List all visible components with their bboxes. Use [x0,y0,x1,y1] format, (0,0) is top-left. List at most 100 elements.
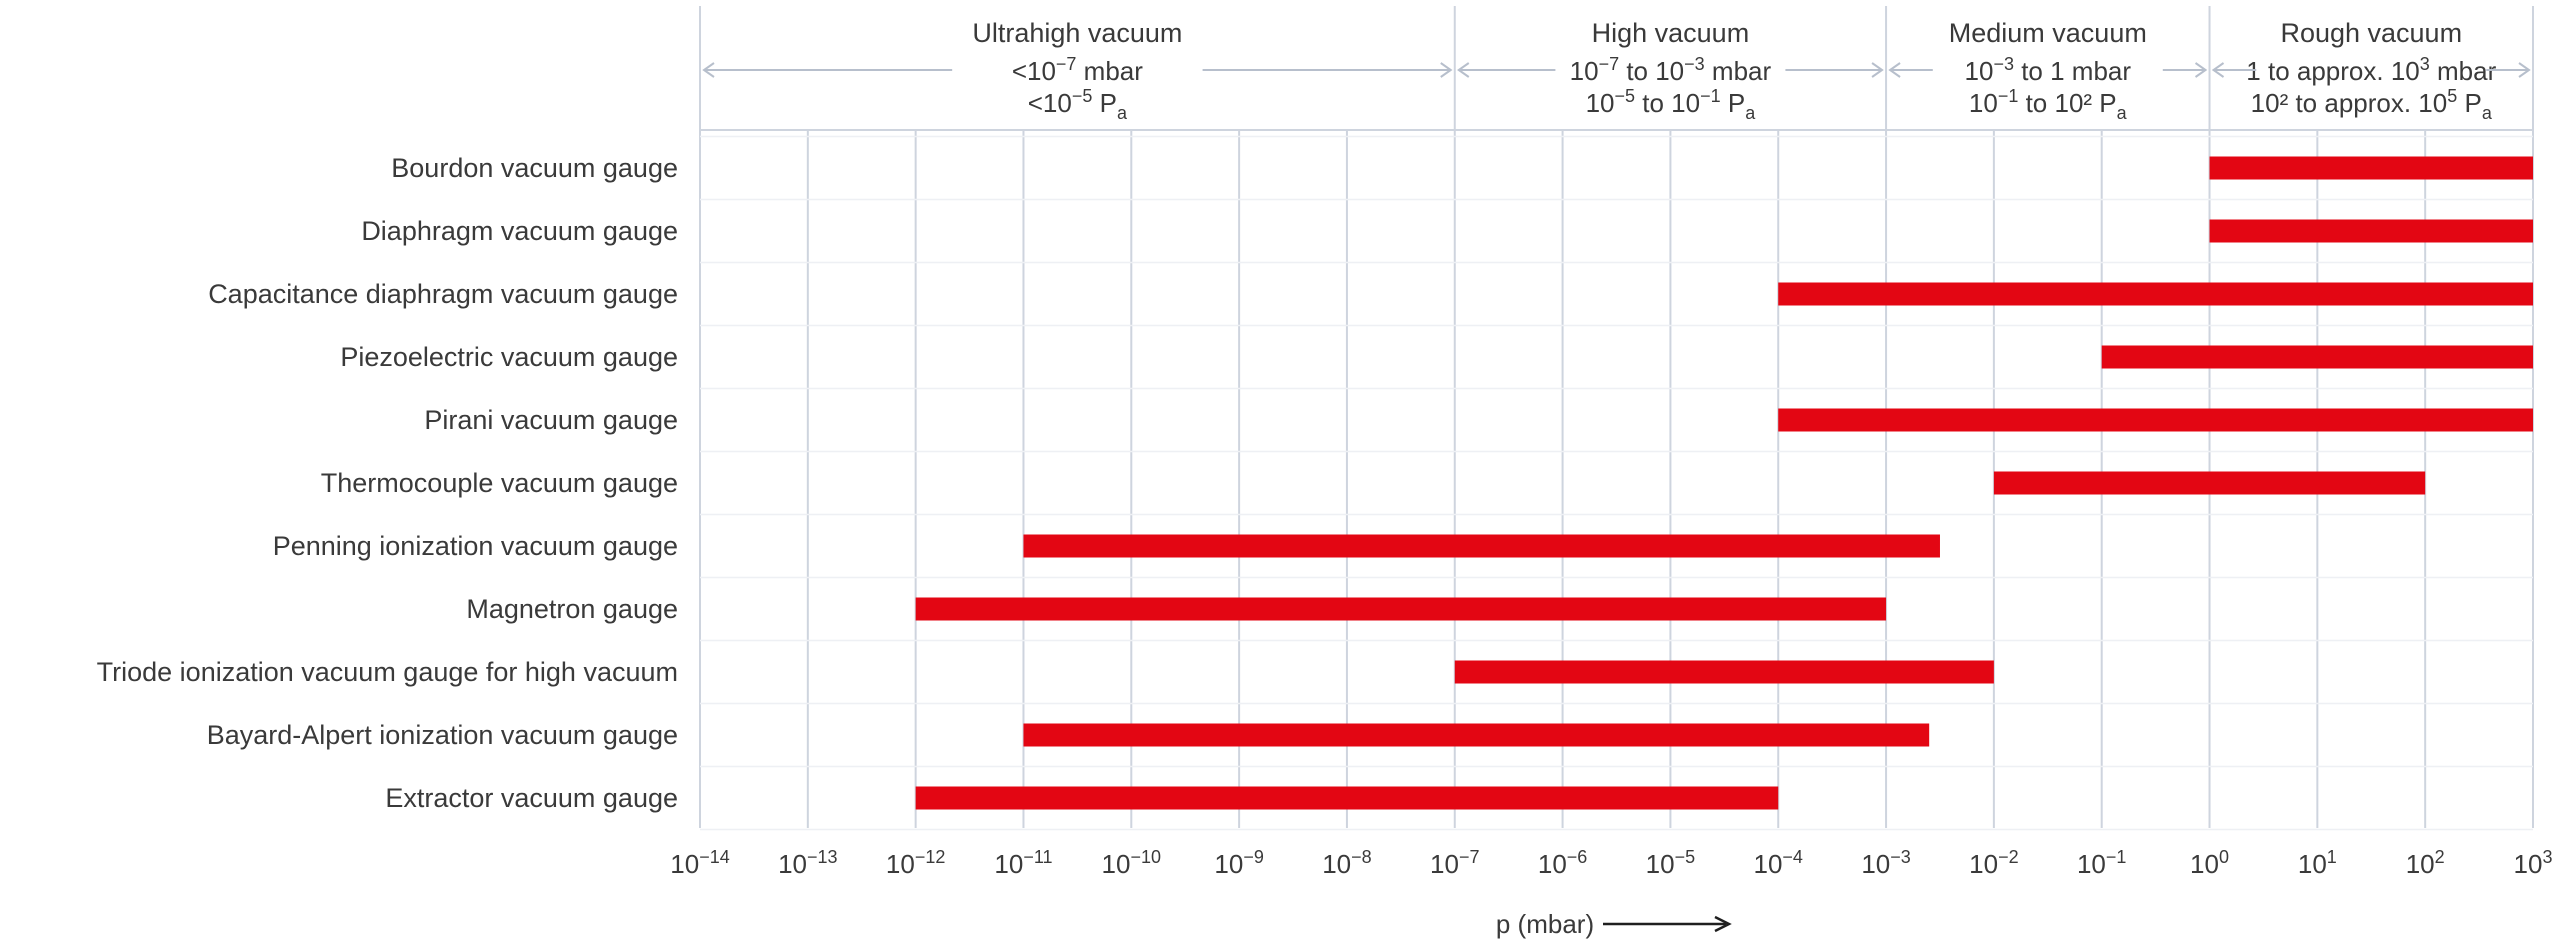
x-tick-base: 10 [2406,849,2435,879]
region-mbar-range-part: −3 [1993,54,2014,74]
category-label: Penning ionization vacuum gauge [273,531,678,561]
range-bar [915,597,1887,621]
region-arrow-head [1457,62,1470,78]
range-bar [1454,660,1994,684]
region-mbar-range-part: 3 [2420,54,2430,74]
x-tick-exponent: −4 [1782,847,1803,867]
range-bar [1778,282,2533,306]
x-tick-base: 10 [1322,849,1351,879]
region-pa-range-part: 5 [2447,86,2457,106]
x-tick-base: 10 [2077,849,2106,879]
x-tick-label: 100 [2190,847,2229,879]
x-tick-base: 10 [670,849,699,879]
region-pa-range-part: 10 [1969,88,1998,118]
category-labels: Bourdon vacuum gauge Diaphragm vacuum gau… [97,153,678,813]
category-label: Bayard-Alpert ionization vacuum gauge [207,720,678,750]
region-arrow-head [2194,62,2208,78]
range-bar [2209,219,2533,243]
region-pa-range: <10−5 Pa [1028,86,1128,123]
x-tick-base: 10 [2190,849,2219,879]
region-mbar-range-part: <10 [1012,56,1056,86]
category-label: Piezoelectric vacuum gauge [340,342,678,372]
region-mbar-range-part: to 10 [1619,56,1684,86]
x-tick-label: 10−5 [1646,847,1695,879]
x-tick-label: 103 [2514,847,2553,879]
x-tick-label: 10−7 [1430,847,1479,879]
region-pa-range: 10² to approx. 105 Pa [2251,86,2493,123]
x-tick-base: 10 [1646,849,1675,879]
x-tick-base: 10 [1538,849,1567,879]
x-tick-label: 102 [2406,847,2445,879]
x-tick-base: 10 [1214,849,1243,879]
region-pa-range-part: 10² to approx. 10 [2251,88,2448,118]
region-mbar-range: 1 to approx. 103 mbar [2246,54,2496,86]
region-pa-range-part: <10 [1028,88,1072,118]
region-arrow-head [702,62,715,78]
x-tick-exponent: −12 [915,847,946,867]
category-label: Diaphragm vacuum gauge [361,216,678,246]
region-pa-range-part: a [2482,103,2493,123]
x-tick-exponent: −9 [1243,847,1264,867]
x-tick-label: 10−14 [670,847,729,879]
x-tick-exponent: −3 [1890,847,1911,867]
x-tick-base: 10 [1969,849,1998,879]
x-tick-label: 10−11 [994,847,1052,879]
x-tick-exponent: 3 [2542,847,2552,867]
region-pa-range-part: P [1721,88,1746,118]
region-pa-range-part: to 10² P [2018,88,2116,118]
region-title: Rough vacuum [2280,18,2462,48]
region-mbar-range-part: 1 to approx. 10 [2246,56,2419,86]
range-bars [915,156,2533,810]
x-tick-exponent: 0 [2219,847,2229,867]
category-label: Extractor vacuum gauge [385,783,678,813]
x-tick-base: 10 [1754,849,1783,879]
x-tick-base: 10 [778,849,807,879]
region-title: Medium vacuum [1949,18,2147,48]
x-tick-base: 10 [1861,849,1890,879]
region-arrow-head [1440,62,1453,78]
region-pa-range-part: a [2117,103,2128,123]
region-pa-range-part: −1 [1700,86,1721,106]
x-tick-base: 10 [1430,849,1459,879]
region-pa-range-part: a [1745,103,1756,123]
category-label: Pirani vacuum gauge [424,405,678,435]
x-tick-exponent: 1 [2327,847,2337,867]
region-mbar-range-part: −7 [1056,54,1077,74]
x-tick-label: 10−10 [1102,847,1161,879]
x-tick-label: 101 [2298,847,2337,879]
region-mbar-range-part: mbar [1705,56,1772,86]
region-title: High vacuum [1592,18,1750,48]
x-tick-label: 10−8 [1322,847,1371,879]
region-mbar-range-part: 10 [1965,56,1994,86]
region-arrow-head [2518,62,2531,78]
region-pa-range-part: to 10 [1635,88,1700,118]
x-axis-title: p (mbar) [1496,909,1732,939]
x-tick-exponent: −8 [1351,847,1372,867]
x-tick-exponent: 2 [2435,847,2445,867]
x-tick-label: 10−6 [1538,847,1587,879]
region-pa-range-part: 10 [1586,88,1615,118]
category-label: Triode ionization vacuum gauge for high … [97,657,678,687]
x-tick-label: 10−3 [1861,847,1910,879]
x-tick-exponent: −6 [1567,847,1588,867]
range-bar [1778,408,2533,432]
region-mbar-range-part: mbar [1076,56,1143,86]
region-mbar-range-part: mbar [2430,56,2497,86]
x-tick-exponent: −7 [1459,847,1480,867]
range-bar [915,786,1779,810]
category-label: Magnetron gauge [466,594,678,624]
region-pa-range-part: −1 [1998,86,2019,106]
range-bar [2101,345,2533,369]
x-tick-base: 10 [2298,849,2327,879]
x-axis-arrow-head [1714,915,1732,933]
region-mbar-range-part: −3 [1684,54,1705,74]
x-tick-base: 10 [1102,849,1131,879]
region-pa-range-part: P [1092,88,1117,118]
region-mbar-range-part: −7 [1599,54,1620,74]
x-tick-exponent: −13 [807,847,838,867]
region-mbar-range-part: to 1 mbar [2014,56,2131,86]
x-tick-base: 10 [2514,849,2543,879]
region-pa-range-part: −5 [1072,86,1093,106]
x-tick-label: 10−13 [778,847,837,879]
